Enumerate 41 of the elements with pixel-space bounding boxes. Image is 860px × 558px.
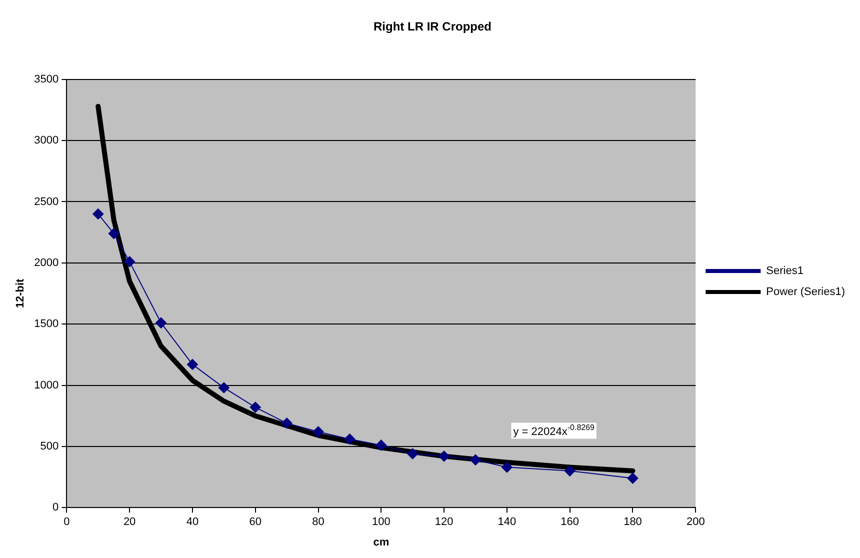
point — [312, 426, 324, 438]
y-tick-label: 3000 — [34, 134, 59, 147]
y-tick-label: 2500 — [34, 196, 59, 208]
point — [438, 450, 450, 462]
point — [218, 382, 230, 394]
y-tick-label: 2000 — [34, 256, 59, 269]
point — [108, 228, 120, 240]
x-tick-label: 80 — [312, 516, 324, 528]
x-tick-label: 100 — [372, 516, 390, 528]
chart-title: Right LR IR Cropped — [374, 20, 492, 34]
point — [250, 402, 261, 413]
point — [407, 448, 418, 460]
x-tick-label: 40 — [186, 516, 199, 528]
x-axis-title: cm — [373, 536, 390, 548]
point — [156, 317, 167, 328]
point — [470, 454, 481, 466]
point — [124, 256, 136, 268]
point — [186, 358, 198, 370]
y-axis-title: 12-bit — [14, 278, 27, 308]
y-tick-label: 3500 — [34, 73, 59, 86]
legend-label: Power (Series1) — [766, 286, 845, 298]
point — [344, 434, 356, 445]
x-tick-label: 140 — [498, 516, 516, 528]
point — [564, 465, 576, 476]
x-tick-label: 0 — [64, 516, 70, 528]
x-tick-label: 60 — [249, 516, 262, 528]
point — [627, 472, 638, 484]
y-tick-label: 500 — [40, 440, 59, 452]
x-tick-label: 160 — [560, 516, 580, 528]
x-tick-label: 180 — [624, 516, 642, 528]
y-tick-label: 1000 — [34, 379, 59, 392]
point — [501, 462, 512, 473]
point — [281, 418, 292, 429]
point — [376, 440, 387, 451]
x-tick-label: 120 — [434, 516, 454, 528]
x-tick-label: 200 — [686, 516, 705, 528]
y-tick-label: 1500 — [34, 318, 59, 330]
point — [92, 208, 104, 220]
legend-label: Series1 — [766, 265, 804, 278]
x-tick-label: 20 — [123, 516, 136, 528]
y-tick-label: 0 — [52, 502, 59, 514]
